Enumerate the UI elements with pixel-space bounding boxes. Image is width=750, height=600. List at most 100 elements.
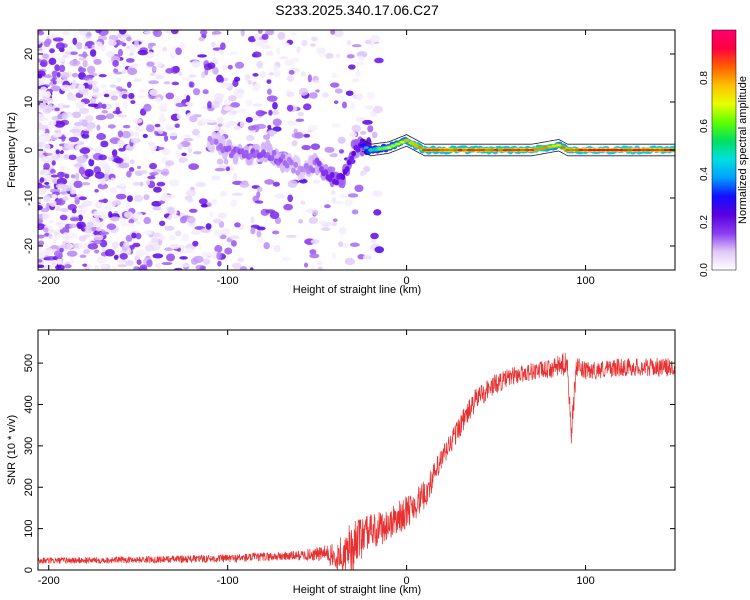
spectrogram-noise-blob <box>193 151 202 155</box>
spectrogram-noise-blob <box>341 101 347 109</box>
spectrogram-ridge-track <box>206 131 675 189</box>
spectrogram-noise-blob <box>324 146 335 153</box>
spectrogram-noise-blob <box>84 227 93 234</box>
spectrogram-noise-blob <box>174 230 182 237</box>
spectrogram-noise-blob <box>300 200 306 205</box>
spectrogram-noise-blob <box>211 175 221 181</box>
spectrogram-noise-blob <box>136 165 142 170</box>
spectrogram-noise-blob <box>78 57 87 61</box>
spectrogram-noise-blob <box>38 184 46 189</box>
spectrogram-noise-blob <box>261 33 269 40</box>
spectrogram-noise-blob <box>48 57 57 66</box>
spectrogram-noise-blob <box>154 123 161 128</box>
spectrogram-noise-blob <box>160 102 168 109</box>
spectrogram-noise-blob <box>266 95 278 102</box>
spectrogram-noise-blob <box>106 223 117 231</box>
spectrogram-noise-blob <box>137 49 149 56</box>
ridge-core <box>658 148 665 152</box>
spectrogram-noise-blob <box>355 117 366 123</box>
spectrogram-noise-blob <box>51 194 58 199</box>
spectrogram-x-tick-label: -200 <box>38 275 60 287</box>
spectrogram-noise-blob <box>263 242 270 250</box>
spectrogram-noise-blob <box>220 42 226 51</box>
spectrogram-noise-blob <box>93 148 104 154</box>
ridge-core <box>560 146 566 149</box>
spectrogram-noise-blob <box>117 264 128 268</box>
spectrogram-noise-blob <box>310 264 315 270</box>
spectrogram-noise-blob <box>165 160 175 167</box>
spectrogram-noise-blob <box>60 84 72 92</box>
spectrogram-noise-blob <box>152 206 162 211</box>
spectrogram-noise-blob <box>94 188 99 193</box>
spectrogram-noise-blob <box>171 81 180 86</box>
spectrogram-noise-blob <box>162 187 168 191</box>
spectrogram-noise-blob <box>114 157 124 164</box>
ridge-halo <box>208 142 215 153</box>
spectrogram-noise-blob <box>356 93 364 101</box>
spectrogram-noise-blob <box>211 30 222 35</box>
spectrogram-noise-blob <box>57 102 65 110</box>
spectrogram-noise-blob <box>123 241 130 248</box>
spectrogram-noise-blob <box>207 62 216 69</box>
spectrogram-noise-blob <box>254 33 260 41</box>
spectrogram-noise-blob <box>45 176 54 182</box>
spectrogram-noise-blob <box>49 48 55 54</box>
spectrogram-noise-blob <box>252 51 262 58</box>
ridge-core <box>627 148 633 152</box>
ridge-mid <box>329 171 335 178</box>
spectrogram-noise-blob <box>38 91 48 97</box>
ridge-core <box>645 148 651 152</box>
spectrogram-noise-blob <box>77 242 85 249</box>
spectrogram-noise-blob <box>43 132 50 141</box>
spectrogram-noise-blob <box>98 154 107 161</box>
spectrogram-noise-blob <box>337 158 343 162</box>
spectrogram-noise-blob <box>264 179 275 185</box>
spectrogram-noise-blob <box>87 79 93 85</box>
spectrogram-noise-blob <box>158 234 165 241</box>
spectrogram-noise-blob <box>56 71 61 78</box>
spectrogram-noise-blob <box>165 67 174 74</box>
spectrogram-noise-blob <box>121 94 128 99</box>
spectrogram-noise-blob <box>364 105 374 110</box>
spectrogram-noise-blob <box>55 149 60 155</box>
spectrogram-noise-blob <box>244 74 251 82</box>
spectrogram-noise-blob <box>214 229 223 237</box>
spectrogram-noise-blob <box>116 77 122 83</box>
colorbar-tick-label: 0.6 <box>699 119 710 133</box>
ridge-core <box>363 146 369 149</box>
spectrogram-noise-blob <box>250 227 256 235</box>
ridge-core <box>556 143 562 147</box>
spectrogram-noise-blob <box>351 44 362 48</box>
ridge-mid <box>239 148 245 155</box>
spectrogram-noise-blob <box>97 211 108 219</box>
spectrogram-noise-blob <box>64 264 72 269</box>
spectrogram-noise-blob <box>136 221 141 225</box>
spectrogram-noise-blob <box>38 246 43 251</box>
spectrogram-noise-blob <box>133 78 143 82</box>
spectrogram-noise-blob <box>268 72 275 76</box>
ridge-core <box>484 148 490 152</box>
spectrogram-noise-blob <box>296 46 301 54</box>
ridge-core <box>471 148 477 152</box>
spectrogram-noise-blob <box>321 227 331 232</box>
spectrogram-noise-blob <box>143 229 154 236</box>
spectrogram-noise-blob <box>76 101 86 109</box>
spectrogram-noise-blob <box>70 174 76 179</box>
spectrogram-noise-blob <box>346 40 352 46</box>
spectrogram-noise-blob <box>181 263 190 268</box>
spectrogram-noise-blob <box>287 194 294 203</box>
colorbar-frame <box>711 29 737 271</box>
spectrogram-noise-blob <box>254 200 264 204</box>
spectrogram-noise-blob <box>351 209 359 215</box>
spectrogram-noise-blob <box>119 41 124 45</box>
spectrogram-noise-blob <box>354 184 364 193</box>
spectrogram-noise-blob <box>97 102 103 109</box>
spectrogram-noise-blob <box>230 102 241 108</box>
spectrogram-noise-blob <box>78 166 85 175</box>
spectrogram-noise-blob <box>121 69 127 75</box>
ridge-mid <box>316 160 322 167</box>
spectrogram-noise-blob <box>370 232 379 240</box>
ridge-mid <box>213 138 219 145</box>
spectrogram-noise-blob <box>274 216 282 225</box>
spectrogram-noise-blob <box>38 50 44 55</box>
